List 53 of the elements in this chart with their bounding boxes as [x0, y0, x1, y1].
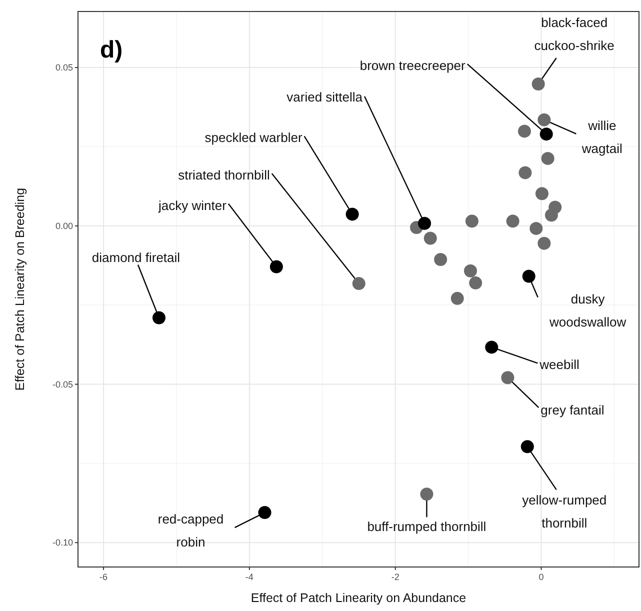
point — [464, 264, 477, 278]
point — [465, 214, 478, 228]
point — [485, 340, 498, 354]
point — [270, 260, 283, 274]
point — [518, 124, 531, 138]
point — [538, 113, 551, 126]
point — [418, 216, 432, 230]
point — [450, 292, 464, 305]
x-tick-label: -2 — [391, 572, 400, 582]
point — [434, 252, 448, 266]
y-tick-label: 0.05 — [55, 62, 73, 73]
point — [540, 128, 553, 141]
point — [541, 152, 554, 165]
annotation: brown treecreeper — [360, 58, 466, 73]
annotation: red-capped robin — [158, 511, 224, 550]
y-tick-label: -0.10 — [52, 538, 73, 548]
point — [424, 232, 437, 245]
x-tick-label: -6 — [100, 572, 108, 582]
point — [501, 371, 514, 384]
point — [532, 78, 545, 91]
x-tick-label: 0 — [538, 572, 544, 582]
annotation: varied sittella — [286, 88, 364, 104]
x-axis-title: Effect of Patch Linearity on Abundance — [250, 591, 466, 605]
y-tick-label: 0.00 — [55, 220, 73, 231]
point — [518, 166, 532, 180]
x-tick-label: -4 — [245, 572, 254, 582]
point — [544, 208, 558, 222]
point — [506, 214, 520, 228]
annotation: yellow-rumped thornbill — [522, 492, 607, 530]
point — [152, 311, 166, 324]
annotation: grey fantail — [540, 402, 604, 418]
point — [346, 208, 359, 221]
annotation: diamond firetail — [92, 249, 180, 264]
point — [535, 187, 548, 200]
point — [520, 440, 534, 454]
annotation: striated thornbill — [178, 167, 270, 182]
y-axis-title: Effect of Patch Linearity on Breeding — [13, 188, 27, 391]
point — [469, 276, 482, 290]
point — [538, 236, 551, 250]
annotation: dusky woodswallow — [548, 290, 627, 329]
point — [530, 222, 543, 235]
point — [522, 270, 536, 283]
point — [258, 506, 272, 520]
annotation: weebill — [538, 356, 580, 372]
point — [420, 488, 434, 501]
annotation: buff-rumped thornbill — [367, 518, 486, 534]
y-tick-label: -0.05 — [52, 379, 73, 390]
text: d) — [100, 36, 123, 64]
annotation: black-faced cuckoo-shrike — [534, 14, 614, 53]
annotation: speckled warbler — [204, 130, 303, 145]
annotation: willie wagtail — [580, 117, 623, 156]
annotation: jacky winter — [158, 197, 228, 212]
point — [352, 277, 366, 290]
